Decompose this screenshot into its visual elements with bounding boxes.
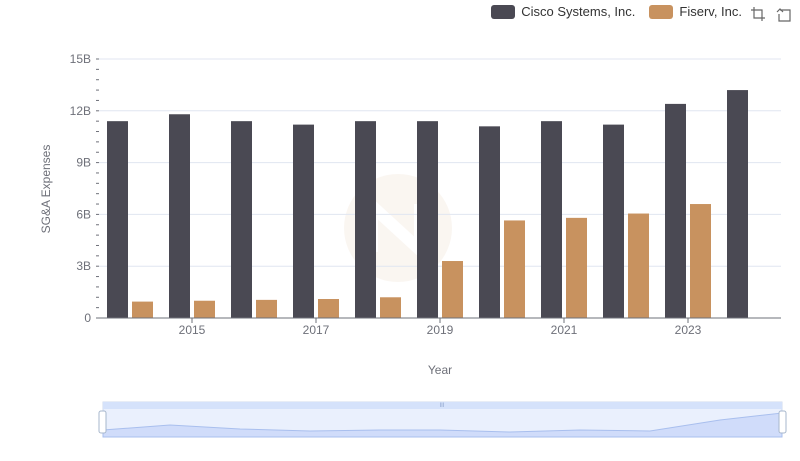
legend-swatch-fiserv xyxy=(649,4,674,19)
bar-cisco-2014[interactable] xyxy=(107,121,128,318)
y-tick-label: 3B xyxy=(76,259,91,273)
x-tick-label: 2023 xyxy=(675,323,702,337)
bar-cisco-2023[interactable] xyxy=(665,103,686,318)
legend-item-cisco[interactable]: Cisco Systems, Inc. xyxy=(491,4,635,19)
bar-fiserv-2017[interactable] xyxy=(318,299,339,318)
data-zoom-right-handle[interactable] xyxy=(778,410,787,434)
y-axis-ticks: 0 3B 6B 9B 12B 15B xyxy=(70,52,99,325)
legend-item-fiserv[interactable]: Fiserv, Inc. xyxy=(649,4,742,19)
bar-cisco-2022[interactable] xyxy=(603,124,624,318)
y-axis-title: SG&A Expenses xyxy=(39,145,53,234)
bar-cisco-2018[interactable] xyxy=(355,121,376,318)
bar-fiserv-2014[interactable] xyxy=(132,301,153,318)
x-tick-label: 2017 xyxy=(303,323,330,337)
legend-label-cisco: Cisco Systems, Inc. xyxy=(521,4,636,19)
bar-cisco-2024[interactable] xyxy=(727,90,748,318)
bar-cisco-2016[interactable] xyxy=(231,121,252,318)
bar-fiserv-2018[interactable] xyxy=(380,297,401,318)
data-zoom-grip[interactable]: III xyxy=(439,403,444,409)
x-tick-label: 2015 xyxy=(179,323,206,337)
bar-fiserv-2023[interactable] xyxy=(690,204,711,318)
restore-icon[interactable] xyxy=(776,6,792,22)
bar-fiserv-2015[interactable] xyxy=(194,300,215,318)
data-zoom-left-handle[interactable] xyxy=(98,410,107,434)
legend-swatch-cisco xyxy=(491,4,516,19)
y-tick-label: 12B xyxy=(70,104,91,118)
bar-fiserv-2021[interactable] xyxy=(566,217,587,318)
bar-cisco-2017[interactable] xyxy=(293,124,314,318)
bar-fiserv-2022[interactable] xyxy=(628,213,649,318)
x-axis: 2015 2017 2019 2021 2023 xyxy=(99,317,781,337)
bar-cisco-2015[interactable] xyxy=(169,114,190,319)
x-axis-title: Year xyxy=(428,363,452,377)
zoom-icon[interactable] xyxy=(750,6,766,22)
bar-fiserv-2019[interactable] xyxy=(442,261,463,318)
legend-label-fiserv: Fiserv, Inc. xyxy=(679,4,742,19)
y-tick-label: 15B xyxy=(70,52,91,66)
x-tick-label: 2019 xyxy=(427,323,454,337)
y-tick-label: 9B xyxy=(76,156,91,170)
x-tick-label: 2021 xyxy=(551,323,578,337)
bar-cisco-2021[interactable] xyxy=(541,121,562,318)
y-tick-label: 0 xyxy=(84,311,91,325)
bar-cisco-2019[interactable] xyxy=(417,121,438,318)
y-tick-label: 6B xyxy=(76,207,91,221)
bar-fiserv-2020[interactable] xyxy=(504,220,525,318)
data-zoom-top-bar[interactable] xyxy=(103,402,782,409)
legend: Cisco Systems, Inc. Fiserv, Inc. xyxy=(491,4,742,19)
data-zoom-slider[interactable]: III xyxy=(98,401,787,438)
bar-fiserv-2016[interactable] xyxy=(256,299,277,318)
bar-cisco-2020[interactable] xyxy=(479,126,500,318)
bars[interactable] xyxy=(107,90,748,319)
toolbox xyxy=(750,6,792,22)
